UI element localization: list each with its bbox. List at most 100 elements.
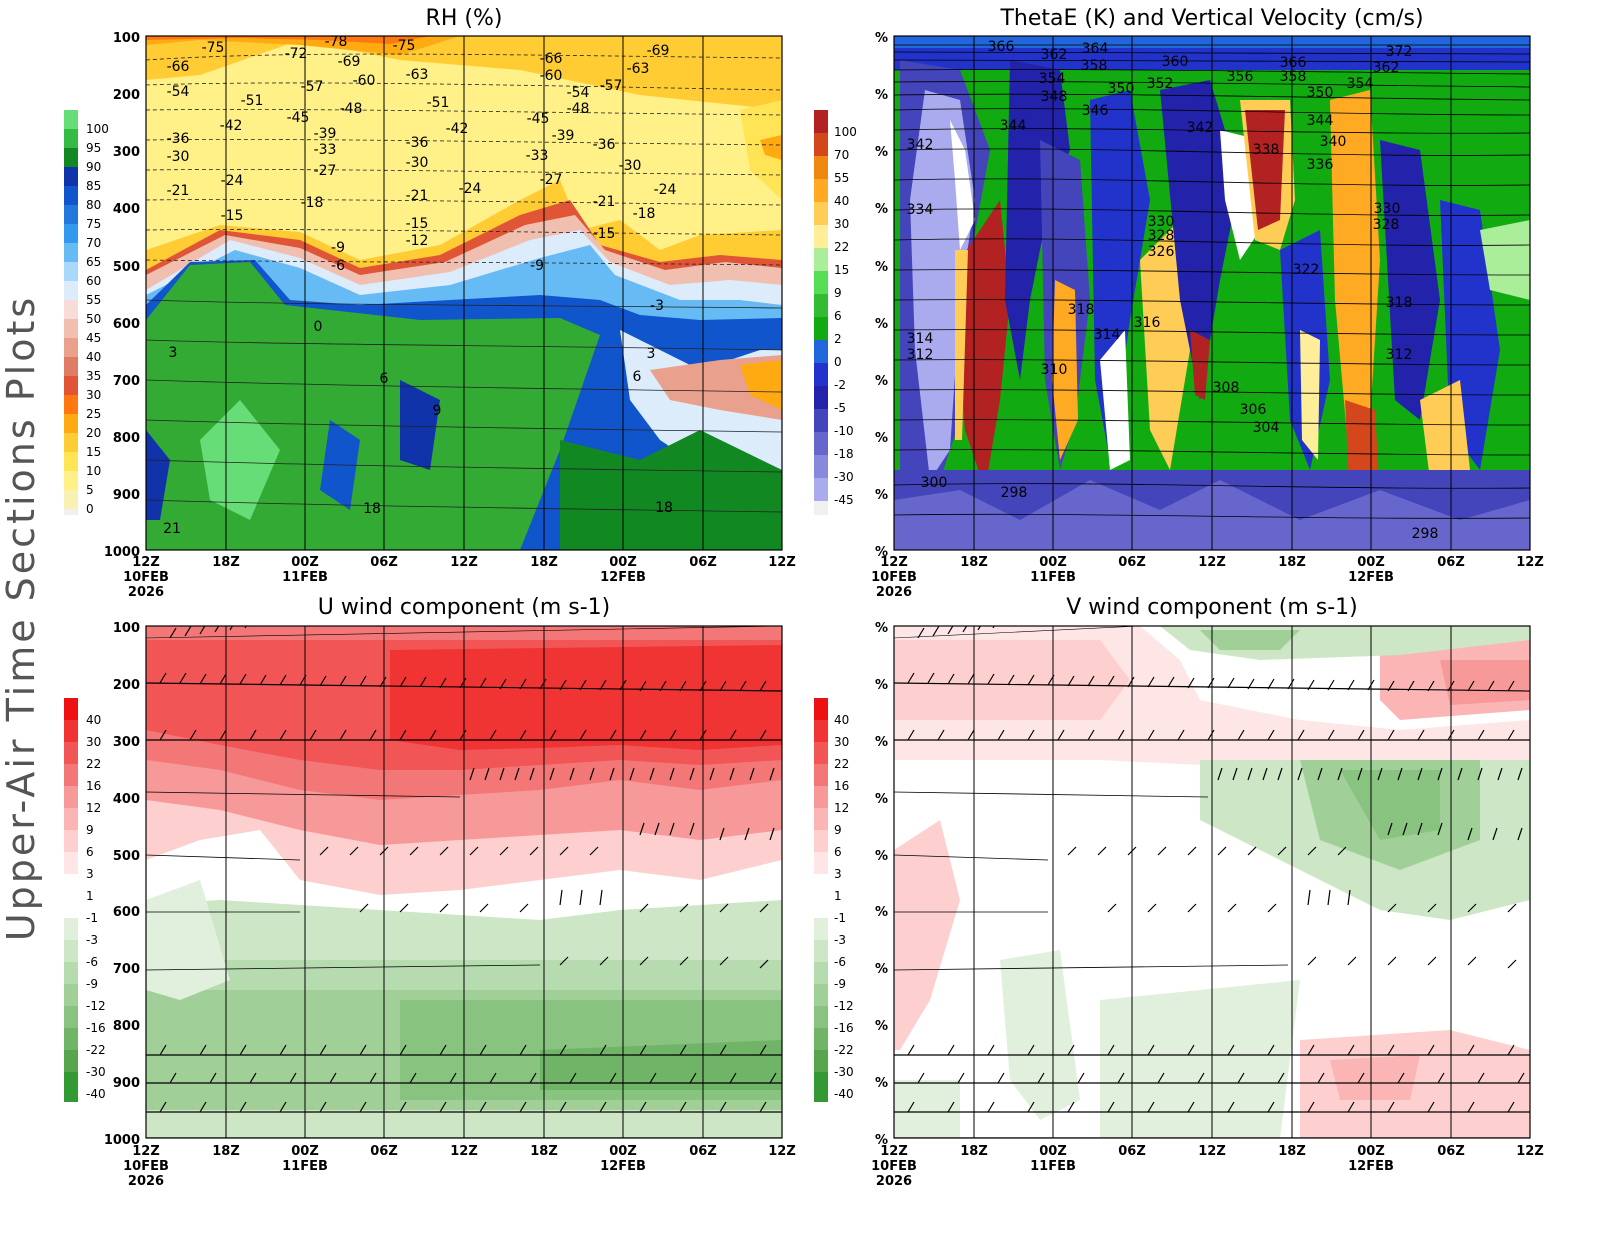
svg-text:366: 366 <box>988 39 1015 55</box>
svg-text:-18: -18 <box>633 206 656 222</box>
v-wind-colorbar <box>814 698 828 1102</box>
svg-text:45: 45 <box>86 331 101 345</box>
svg-text:900: 900 <box>113 1076 140 1091</box>
svg-text:%: % <box>875 849 888 864</box>
svg-text:%: % <box>875 735 888 750</box>
svg-text:%: % <box>875 202 888 217</box>
svg-text:-30: -30 <box>834 470 854 484</box>
svg-text:11FEB: 11FEB <box>1030 1159 1076 1174</box>
svg-text:362: 362 <box>1373 60 1400 76</box>
svg-text:06Z: 06Z <box>689 555 717 570</box>
svg-text:366: 366 <box>1280 55 1307 71</box>
svg-text:30: 30 <box>86 735 101 749</box>
svg-text:65: 65 <box>86 255 101 269</box>
u-wind-title: U wind component (m s-1) <box>318 595 611 620</box>
svg-text:55: 55 <box>86 293 101 307</box>
svg-text:16: 16 <box>86 779 101 793</box>
svg-text:314: 314 <box>907 331 934 347</box>
rh-title: RH (%) <box>426 6 503 31</box>
svg-text:360: 360 <box>1162 54 1189 70</box>
svg-text:-3: -3 <box>834 933 846 947</box>
rh-gridlines <box>225 36 704 550</box>
svg-text:06Z: 06Z <box>1437 555 1465 570</box>
svg-text:40: 40 <box>834 194 849 208</box>
svg-text:348: 348 <box>1041 89 1068 105</box>
thetae-colorbar <box>814 110 828 515</box>
svg-text:12Z: 12Z <box>1516 555 1544 570</box>
svg-text:12FEB: 12FEB <box>1348 1159 1394 1174</box>
thetae-frame <box>893 35 1531 551</box>
svg-text:-10: -10 <box>834 424 854 438</box>
u-wind-gridlines <box>225 626 704 1138</box>
svg-text:80: 80 <box>86 198 101 212</box>
svg-text:-69: -69 <box>647 43 670 59</box>
svg-text:-72: -72 <box>285 46 308 62</box>
svg-text:40: 40 <box>834 713 849 727</box>
v-wind-colorbar-labels: 40 30 22 16 12 9 6 3 1 -1 -3 -6 -9 -12 -… <box>834 713 854 1101</box>
svg-text:-75: -75 <box>202 40 225 56</box>
svg-text:-21: -21 <box>167 183 190 199</box>
svg-text:-6: -6 <box>86 955 98 969</box>
svg-text:%: % <box>875 792 888 807</box>
svg-text:12Z: 12Z <box>450 1144 478 1159</box>
svg-text:5: 5 <box>86 483 94 497</box>
svg-text:00Z: 00Z <box>291 1144 319 1159</box>
svg-text:30: 30 <box>834 735 849 749</box>
svg-text:-12: -12 <box>834 999 854 1013</box>
svg-text:12Z: 12Z <box>768 555 796 570</box>
svg-text:18Z: 18Z <box>1278 1144 1306 1159</box>
svg-text:-16: -16 <box>834 1021 854 1035</box>
u-wind-colorbar <box>64 698 78 1102</box>
svg-text:358: 358 <box>1081 58 1108 74</box>
svg-text:-12: -12 <box>86 999 106 1013</box>
rh-colorbar-labels: 100 95 90 85 80 75 70 65 60 55 50 45 40 … <box>86 122 109 516</box>
svg-text:328: 328 <box>1148 228 1175 244</box>
svg-text:06Z: 06Z <box>689 1144 717 1159</box>
svg-text:-2: -2 <box>834 378 846 392</box>
svg-text:-3: -3 <box>86 933 98 947</box>
svg-text:12Z: 12Z <box>768 1144 796 1159</box>
svg-text:-66: -66 <box>167 59 190 75</box>
svg-text:%: % <box>875 317 888 332</box>
svg-text:12: 12 <box>86 801 101 815</box>
svg-text:%: % <box>875 260 888 275</box>
svg-text:-40: -40 <box>86 1087 106 1101</box>
svg-text:%: % <box>875 1076 888 1091</box>
svg-text:362: 362 <box>1041 47 1068 63</box>
svg-text:700: 700 <box>113 374 140 389</box>
svg-text:9: 9 <box>433 403 442 419</box>
svg-text:300: 300 <box>113 735 140 750</box>
svg-text:-9: -9 <box>530 258 544 274</box>
svg-text:1: 1 <box>834 889 842 903</box>
svg-text:%: % <box>875 545 888 560</box>
svg-text:18Z: 18Z <box>1278 555 1306 570</box>
svg-text:-9: -9 <box>331 240 345 256</box>
svg-text:-1: -1 <box>834 911 846 925</box>
svg-text:11FEB: 11FEB <box>282 570 328 585</box>
svg-text:10: 10 <box>86 464 101 478</box>
svg-text:344: 344 <box>1307 113 1334 129</box>
svg-text:-36: -36 <box>406 135 429 151</box>
svg-text:500: 500 <box>113 260 140 275</box>
svg-text:00Z: 00Z <box>609 555 637 570</box>
svg-text:6: 6 <box>834 845 842 859</box>
thetae-colorbar-labels: 100 70 55 40 30 22 15 9 6 2 0 -2 -5 -10 … <box>834 125 857 507</box>
svg-text:364: 364 <box>1082 41 1109 57</box>
svg-text:400: 400 <box>113 792 140 807</box>
svg-text:-63: -63 <box>627 61 650 77</box>
svg-text:356: 356 <box>1227 69 1254 85</box>
svg-text:06Z: 06Z <box>1437 1144 1465 1159</box>
svg-text:600: 600 <box>113 905 140 920</box>
v-wind-frame <box>893 625 1531 1139</box>
svg-text:2: 2 <box>834 332 842 346</box>
rh-frame <box>145 35 783 551</box>
svg-text:338: 338 <box>1253 142 1280 158</box>
svg-text:354: 354 <box>1347 76 1374 92</box>
svg-text:352: 352 <box>1147 76 1174 92</box>
svg-text:11FEB: 11FEB <box>1030 570 1076 585</box>
svg-text:40: 40 <box>86 350 101 364</box>
svg-text:326: 326 <box>1148 244 1175 260</box>
svg-text:%: % <box>875 621 888 636</box>
u-wind-frame <box>145 625 783 1139</box>
svg-text:318: 318 <box>1386 295 1413 311</box>
